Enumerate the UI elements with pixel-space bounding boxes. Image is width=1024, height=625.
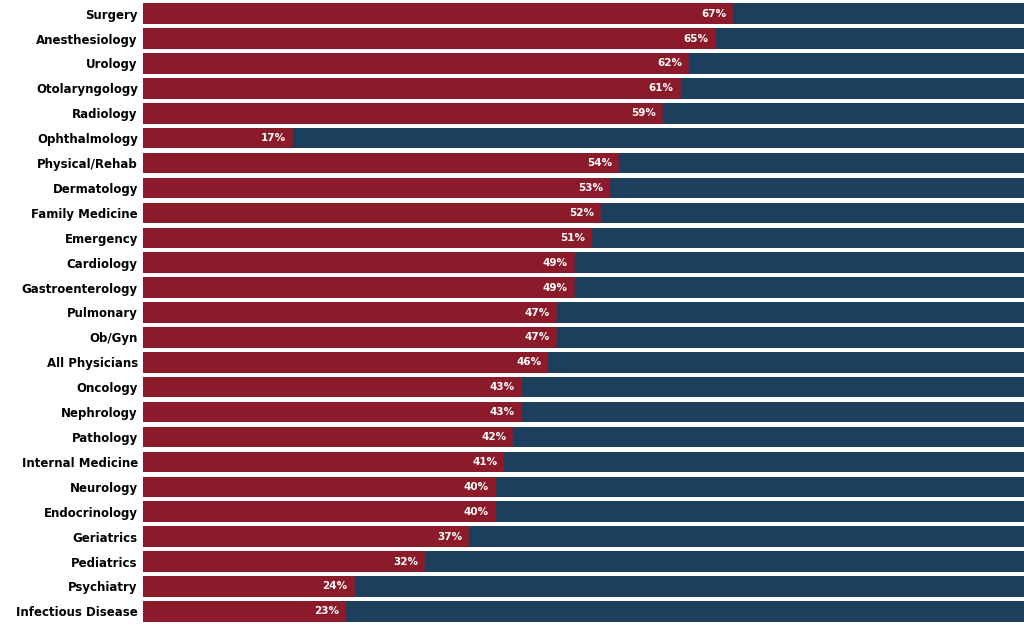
Bar [143, 601, 346, 621]
Bar [143, 202, 1024, 223]
Bar [143, 28, 1024, 49]
Bar [143, 28, 716, 49]
Text: 23%: 23% [314, 606, 339, 616]
Text: 42%: 42% [481, 432, 506, 442]
Bar [143, 477, 1024, 497]
Bar [143, 328, 1024, 348]
Bar [143, 551, 425, 572]
Bar [143, 576, 354, 597]
Text: 40%: 40% [464, 507, 488, 517]
Bar [143, 53, 689, 74]
Bar [143, 253, 1024, 273]
Bar [143, 128, 1024, 148]
Bar [143, 377, 522, 398]
Text: 59%: 59% [631, 108, 656, 118]
Bar [143, 4, 1024, 24]
Bar [143, 601, 1024, 621]
Bar [143, 452, 505, 472]
Bar [143, 302, 557, 322]
Bar [143, 253, 574, 273]
Bar [143, 427, 513, 448]
Bar [143, 551, 1024, 572]
Text: 43%: 43% [489, 407, 515, 417]
Bar [143, 402, 522, 422]
Bar [143, 352, 549, 372]
Text: 49%: 49% [543, 258, 568, 268]
Text: 17%: 17% [261, 133, 286, 143]
Bar [143, 103, 663, 124]
Text: 62%: 62% [657, 59, 682, 69]
Bar [143, 228, 593, 248]
Bar [143, 328, 557, 348]
Text: 37%: 37% [437, 532, 462, 542]
Bar [143, 526, 469, 547]
Bar [143, 501, 1024, 522]
Bar [143, 501, 496, 522]
Text: 51%: 51% [560, 232, 586, 242]
Text: 46%: 46% [516, 357, 542, 367]
Bar [143, 377, 1024, 398]
Bar [143, 177, 1024, 198]
Text: 65%: 65% [684, 34, 709, 44]
Bar [143, 278, 1024, 298]
Bar [143, 153, 1024, 173]
Text: 47%: 47% [525, 332, 550, 342]
Bar [143, 78, 1024, 99]
Text: 53%: 53% [579, 183, 603, 193]
Text: 67%: 67% [701, 9, 726, 19]
Bar [143, 177, 610, 198]
Text: 47%: 47% [525, 308, 550, 318]
Bar [143, 278, 574, 298]
Bar [143, 427, 1024, 448]
Bar [143, 352, 1024, 372]
Text: 54%: 54% [587, 158, 612, 168]
Text: 32%: 32% [393, 556, 418, 566]
Text: 24%: 24% [323, 581, 348, 591]
Bar [143, 103, 1024, 124]
Bar [143, 128, 293, 148]
Bar [143, 153, 618, 173]
Bar [143, 302, 1024, 322]
Text: 40%: 40% [464, 482, 488, 492]
Bar [143, 78, 681, 99]
Bar [143, 452, 1024, 472]
Bar [143, 53, 1024, 74]
Text: 43%: 43% [489, 382, 515, 392]
Bar [143, 402, 1024, 422]
Bar [143, 4, 733, 24]
Bar [143, 576, 1024, 597]
Text: 49%: 49% [543, 282, 568, 292]
Text: 52%: 52% [569, 208, 594, 218]
Bar [143, 202, 601, 223]
Text: 61%: 61% [648, 83, 674, 93]
Bar [143, 228, 1024, 248]
Bar [143, 526, 1024, 547]
Bar [143, 477, 496, 497]
Text: 41%: 41% [472, 457, 498, 467]
